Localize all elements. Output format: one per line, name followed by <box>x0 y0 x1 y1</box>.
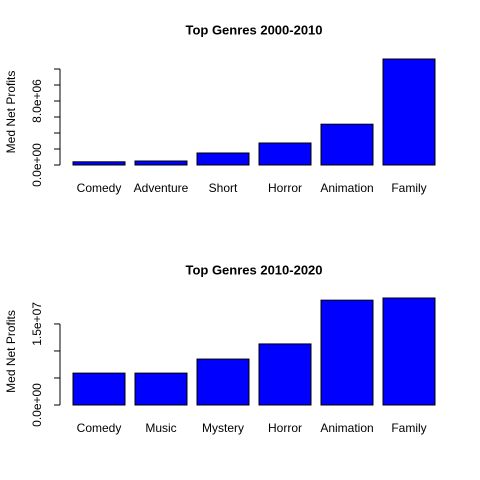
chart-title: Top Genres 2010-2020 <box>185 262 322 277</box>
bar <box>72 372 126 406</box>
chart-title: Top Genres 2000-2010 <box>185 22 322 37</box>
y-tick-label: 1.5e+07 <box>30 302 44 346</box>
y-axis-label: Med Net Profits <box>4 71 18 154</box>
x-tick-label: Animation <box>320 421 373 435</box>
bar <box>196 152 250 166</box>
bar <box>320 123 374 166</box>
bar <box>382 297 436 406</box>
x-tick-label: Animation <box>320 181 373 195</box>
y-tick-label: 0.0e+00 <box>30 143 44 187</box>
x-tick-label: Mystery <box>202 421 244 435</box>
bar <box>196 358 250 406</box>
x-tick-label: Adventure <box>134 181 189 195</box>
bar <box>320 299 374 406</box>
bar <box>382 58 436 166</box>
y-tick-label: 0.0e+00 <box>30 383 44 427</box>
x-tick-label: Comedy <box>77 421 122 435</box>
x-tick-label: Comedy <box>77 181 122 195</box>
x-tick-label: Horror <box>268 421 302 435</box>
bar <box>258 142 312 166</box>
bar <box>134 372 188 406</box>
y-tick-label: 8.0e+06 <box>30 79 44 123</box>
bar <box>72 161 126 166</box>
x-tick-label: Family <box>391 421 426 435</box>
bar <box>258 343 312 406</box>
y-axis-label: Med Net Profits <box>4 310 18 393</box>
x-tick-label: Short <box>209 181 238 195</box>
x-tick-label: Horror <box>268 181 302 195</box>
x-tick-label: Music <box>145 421 176 435</box>
bar <box>134 160 188 166</box>
x-tick-label: Family <box>391 181 426 195</box>
